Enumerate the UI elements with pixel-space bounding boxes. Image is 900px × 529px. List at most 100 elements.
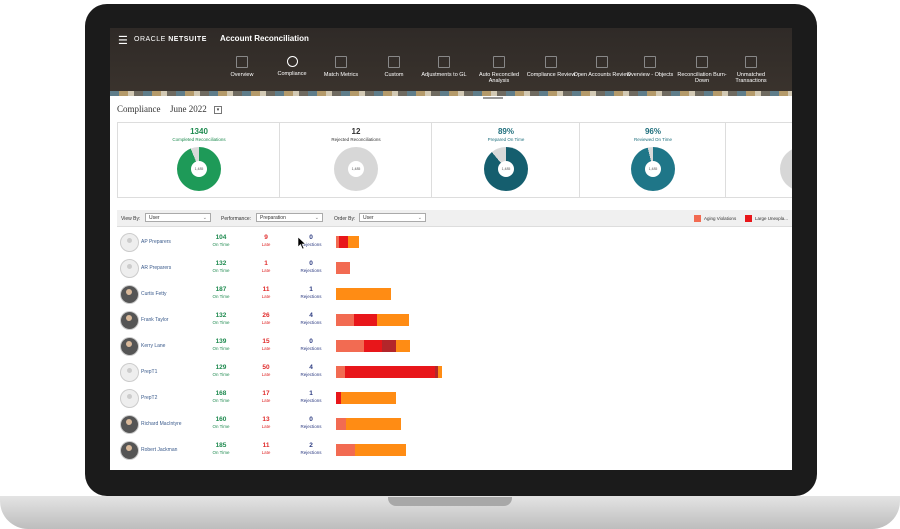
late-metric[interactable]: 9 Late — [251, 234, 281, 248]
hamburger-menu-icon[interactable]: ☰ — [118, 35, 128, 47]
summary-card[interactable]: 89% Prepared On Time 1,485 — [431, 123, 580, 197]
bar-segment[interactable] — [382, 340, 396, 352]
bar-segment[interactable] — [346, 418, 401, 430]
user-name-link[interactable]: Robert Jackman — [141, 447, 178, 453]
nav-item-2[interactable]: Match Metrics — [312, 56, 370, 78]
user-name-link[interactable]: PrepT2 — [141, 395, 158, 401]
bar-segment[interactable] — [336, 444, 355, 456]
nav-item-8[interactable]: Overview - Objects — [621, 56, 679, 78]
donut-chart[interactable]: 1,485 — [177, 147, 221, 191]
nav-item-3[interactable]: Custom — [365, 56, 423, 78]
late-metric[interactable]: 11 Late — [251, 442, 281, 456]
nav-item-9[interactable]: Reconciliation Burn-Down — [673, 56, 731, 84]
rejections-metric[interactable]: 4 Rejections — [296, 364, 326, 378]
user-row[interactable]: Kerry Lane 139 On Time 15 Late 0 Rejections — [117, 333, 792, 359]
bar-segment[interactable] — [396, 340, 410, 352]
nav-item-4[interactable]: Adjustments to GL — [415, 56, 473, 78]
ontime-metric[interactable]: 132 On Time — [206, 260, 236, 274]
ontime-metric[interactable]: 104 On Time — [206, 234, 236, 248]
bar-segment[interactable] — [354, 314, 377, 326]
user-name-link[interactable]: Richard MacIntyre — [141, 421, 182, 427]
late-metric[interactable]: 11 Late — [251, 286, 281, 300]
user-name-link[interactable]: Curtis Fetty — [141, 291, 167, 297]
user-row[interactable]: Curtis Fetty 187 On Time 11 Late 1 Rejections — [117, 281, 792, 307]
rejections-metric[interactable]: 0 Rejections — [296, 338, 326, 352]
rejections-metric[interactable]: 1 Rejections — [296, 286, 326, 300]
bar-segment[interactable] — [336, 262, 350, 274]
rejections-metric[interactable]: 0 Rejections — [296, 416, 326, 430]
user-name-link[interactable]: Kerry Lane — [141, 343, 166, 349]
late-metric[interactable]: 13 Late — [251, 416, 281, 430]
bar-segment[interactable] — [345, 366, 435, 378]
bar-segment[interactable] — [336, 418, 346, 430]
bar-segment[interactable] — [348, 236, 359, 248]
user-name-link[interactable]: Frank Taylor — [141, 317, 169, 323]
late-metric[interactable]: 17 Late — [251, 390, 281, 404]
ontime-metric[interactable]: 168 On Time — [206, 390, 236, 404]
nav-item-1[interactable]: Compliance — [263, 56, 321, 77]
bar-segment[interactable] — [341, 392, 396, 404]
nav-item-6[interactable]: Compliance Review — [522, 56, 580, 78]
ontime-metric[interactable]: 187 On Time — [206, 286, 236, 300]
bar-segment[interactable] — [438, 366, 442, 378]
nav-item-7[interactable]: Open Accounts Review — [573, 56, 631, 78]
user-row[interactable]: Frank Taylor 132 On Time 26 Late 4 Rejections — [117, 307, 792, 333]
rejections-metric[interactable]: 0 Rejections — [296, 234, 326, 248]
user-row[interactable]: PrepT1 129 On Time 50 Late 4 Rejections — [117, 359, 792, 385]
donut-chart[interactable]: 1,485 — [631, 147, 675, 191]
summary-card[interactable]: 12 Rejected Reconciliations 1,485 — [279, 123, 432, 197]
nav-item-label: Match Metrics — [323, 72, 359, 78]
bar-segment[interactable] — [336, 366, 345, 378]
ontime-metric[interactable]: 132 On Time — [206, 312, 236, 326]
ontime-metric[interactable]: 129 On Time — [206, 364, 236, 378]
user-row[interactable]: Robert Jackman 185 On Time 11 Late 2 Rejection… — [117, 437, 792, 463]
ontime-metric[interactable]: 185 On Time — [206, 442, 236, 456]
bar-segment[interactable] — [336, 392, 341, 404]
user-row[interactable]: Richard MacIntyre 160 On Time 13 Late 0 Reject… — [117, 411, 792, 437]
ontime-metric[interactable]: 160 On Time — [206, 416, 236, 430]
bar-segment[interactable] — [336, 314, 354, 326]
late-metric[interactable]: 15 Late — [251, 338, 281, 352]
drag-handle[interactable] — [483, 97, 503, 99]
user-name-link[interactable]: AR Preparers — [141, 265, 172, 271]
bar-segment[interactable] — [435, 366, 438, 378]
rejections-metric[interactable]: 0 Rejections — [296, 260, 326, 274]
ontime-count: 160 — [215, 416, 227, 423]
rejections-metric[interactable]: 1 Rejections — [296, 390, 326, 404]
bar-segment[interactable] — [336, 340, 364, 352]
bar-segment[interactable] — [364, 340, 382, 352]
report-icon — [388, 56, 400, 68]
late-metric[interactable]: 1 Late — [251, 260, 281, 274]
user-name-link[interactable]: AP Preparers — [141, 239, 171, 245]
user-row[interactable]: AP Preparers 104 On Time 9 Late 0 Rejections — [117, 229, 792, 255]
bar-segment[interactable] — [339, 236, 348, 248]
bar-segment[interactable] — [355, 444, 406, 456]
donut-chart[interactable]: 1,485 — [334, 147, 378, 191]
late-metric[interactable]: 26 Late — [251, 312, 281, 326]
performance-select[interactable]: Preparation ⌄ — [256, 213, 323, 222]
user-row[interactable]: AR Preparers 132 On Time 1 Late 0 Rejections — [117, 255, 792, 281]
ontime-metric[interactable]: 139 On Time — [206, 338, 236, 352]
rejections-label: Rejections — [300, 450, 322, 455]
nav-item-5[interactable]: Auto Reconciled Analysis — [470, 56, 528, 84]
bar-segment[interactable] — [336, 288, 391, 300]
user-name-link[interactable]: PrepT1 — [141, 369, 158, 375]
donut-center-label: 1,485 — [645, 161, 661, 177]
order-by-select[interactable]: User ⌄ — [359, 213, 426, 222]
user-row[interactable]: PrepT2 168 On Time 17 Late 1 Rejections — [117, 385, 792, 411]
bar-segment[interactable] — [336, 236, 339, 248]
period-dropdown-icon[interactable]: ▾ — [214, 106, 222, 114]
bar-segment[interactable] — [377, 314, 409, 326]
donut-chart[interactable]: 1,485 — [484, 147, 528, 191]
view-by-select[interactable]: User ⌄ — [145, 213, 211, 222]
nav-item-10[interactable]: Unmatched Transactions — [722, 56, 780, 84]
summary-card[interactable]: 1340 Completed Reconciliations 1,485 — [117, 123, 280, 197]
brand-logo[interactable]: ORACLE NETSUITE — [134, 36, 207, 43]
summary-cards: 1340 Completed Reconciliations 1,485 12 Reje… — [117, 122, 792, 198]
rejections-metric[interactable]: 2 Rejections — [296, 442, 326, 456]
rejections-count: 4 — [309, 312, 313, 319]
summary-card[interactable]: 96% Reviewed On Time 1,485 — [579, 123, 726, 197]
nav-item-0[interactable]: Overview — [213, 56, 271, 78]
late-metric[interactable]: 50 Late — [251, 364, 281, 378]
rejections-metric[interactable]: 4 Rejections — [296, 312, 326, 326]
